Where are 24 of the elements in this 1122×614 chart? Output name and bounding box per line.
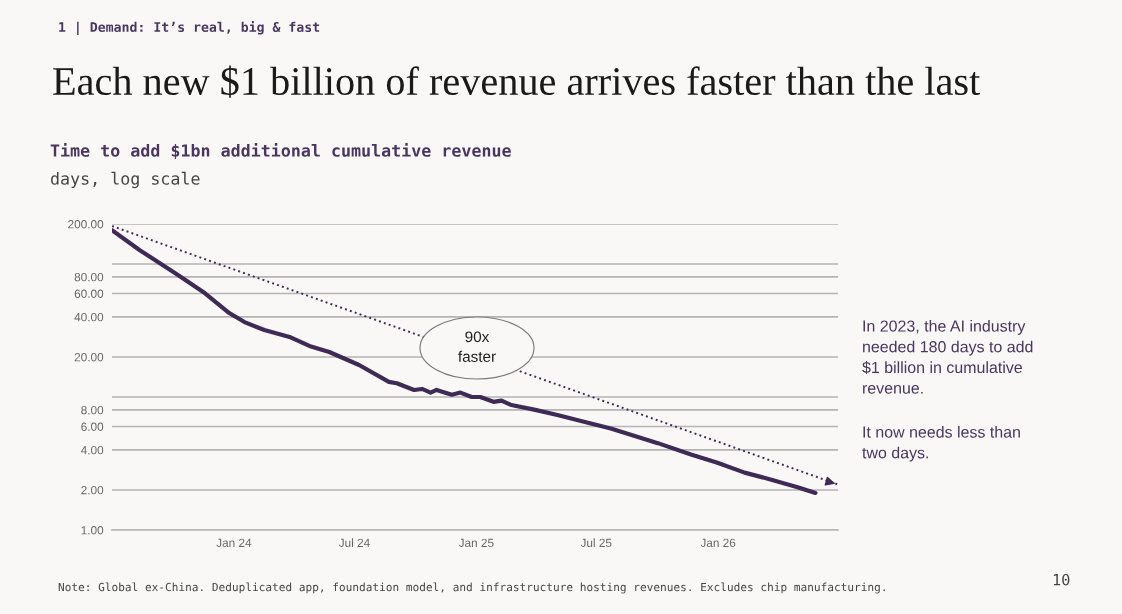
chart-title: Each new $1 billion of revenue arrives faster than the last: [53, 65, 981, 98]
y-axis-title: days, log scale: [51, 171, 200, 189]
text: 1 | Demand: It’s real, big & fast: [59, 21, 320, 35]
y-tick-label: 40.00: [74, 312, 104, 322]
text: In 2023, the AI industry needed 180 days to add $1 billion in cumulative revenue.: [862, 320, 1033, 394]
chart-subtitle: Time to add $1bn additional cumulative revenue: [50, 143, 511, 160]
y-tick-label: 8.00: [81, 405, 104, 415]
y-tick-label: 4.00: [80, 445, 104, 455]
y-tick-label: 80.00: [74, 272, 104, 282]
y-tick-label: 20.00: [74, 353, 104, 362]
text: It now needs less than two days.: [862, 426, 1020, 462]
x-tick-label: Jul 24: [338, 538, 370, 547]
y-tick-label: 200.00: [68, 220, 104, 229]
y-tick-label: 6.00: [81, 422, 104, 431]
text: 10: [1053, 573, 1070, 586]
y-tick-label: 1.00: [81, 526, 104, 535]
annotation: 90x faster: [458, 331, 496, 362]
x-tick-label: Jan 26: [700, 538, 736, 547]
x-tick-label: Jul 25: [580, 538, 612, 547]
text: Note: Global ex-China. Deduplicated app, foundation model, and infrastructure hosting revenues. Excludes chip manufacturing.: [58, 582, 885, 594]
y-tick-label: 60.00: [74, 289, 104, 298]
x-tick-label: Jan 25: [458, 538, 494, 547]
y-tick-label: 2.00: [81, 486, 104, 495]
x-tick-label: Jan 24: [216, 538, 252, 547]
